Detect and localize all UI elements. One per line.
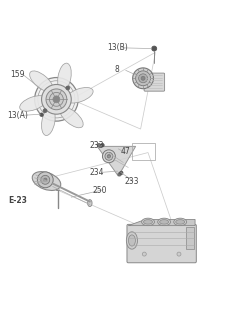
Circle shape bbox=[120, 171, 123, 175]
Ellipse shape bbox=[42, 108, 55, 135]
Text: 13(A): 13(A) bbox=[7, 111, 28, 120]
Circle shape bbox=[133, 68, 153, 89]
Ellipse shape bbox=[144, 220, 152, 224]
Polygon shape bbox=[97, 146, 136, 176]
Circle shape bbox=[136, 71, 150, 86]
Ellipse shape bbox=[58, 63, 71, 91]
Ellipse shape bbox=[160, 220, 169, 224]
Text: 8: 8 bbox=[115, 65, 119, 74]
FancyBboxPatch shape bbox=[144, 73, 165, 91]
Circle shape bbox=[139, 74, 147, 83]
Circle shape bbox=[105, 152, 113, 160]
Bar bbox=[132, 143, 155, 160]
Text: E-23: E-23 bbox=[8, 196, 27, 204]
Ellipse shape bbox=[66, 87, 93, 103]
Circle shape bbox=[152, 46, 157, 51]
Circle shape bbox=[35, 77, 78, 121]
Text: 13(B): 13(B) bbox=[107, 43, 128, 52]
Polygon shape bbox=[128, 220, 195, 226]
Ellipse shape bbox=[128, 235, 135, 246]
Circle shape bbox=[142, 252, 146, 256]
Circle shape bbox=[50, 92, 63, 106]
Ellipse shape bbox=[174, 218, 187, 226]
Ellipse shape bbox=[60, 107, 83, 128]
Ellipse shape bbox=[142, 218, 154, 226]
Circle shape bbox=[66, 86, 70, 90]
Ellipse shape bbox=[30, 71, 53, 92]
Text: 234: 234 bbox=[90, 168, 104, 177]
Circle shape bbox=[40, 113, 43, 116]
Circle shape bbox=[141, 76, 145, 80]
FancyBboxPatch shape bbox=[127, 224, 196, 263]
Circle shape bbox=[118, 172, 121, 176]
Text: 233: 233 bbox=[124, 177, 139, 186]
Circle shape bbox=[53, 96, 60, 103]
Text: 159: 159 bbox=[11, 70, 25, 79]
Ellipse shape bbox=[158, 218, 171, 226]
Circle shape bbox=[43, 109, 47, 113]
Text: 47: 47 bbox=[121, 147, 130, 156]
Text: 233: 233 bbox=[90, 141, 104, 150]
Circle shape bbox=[44, 178, 47, 181]
Bar bbox=[187, 227, 194, 249]
Circle shape bbox=[46, 89, 67, 110]
Ellipse shape bbox=[88, 200, 92, 206]
Circle shape bbox=[41, 175, 50, 184]
Ellipse shape bbox=[20, 96, 47, 111]
Circle shape bbox=[97, 143, 101, 147]
Ellipse shape bbox=[126, 232, 137, 249]
Circle shape bbox=[107, 155, 111, 158]
Ellipse shape bbox=[176, 220, 185, 224]
Circle shape bbox=[37, 172, 53, 188]
Ellipse shape bbox=[32, 172, 61, 190]
Circle shape bbox=[42, 84, 71, 114]
Text: 250: 250 bbox=[92, 186, 107, 195]
Circle shape bbox=[177, 252, 181, 256]
Circle shape bbox=[101, 143, 104, 147]
Circle shape bbox=[102, 150, 115, 163]
